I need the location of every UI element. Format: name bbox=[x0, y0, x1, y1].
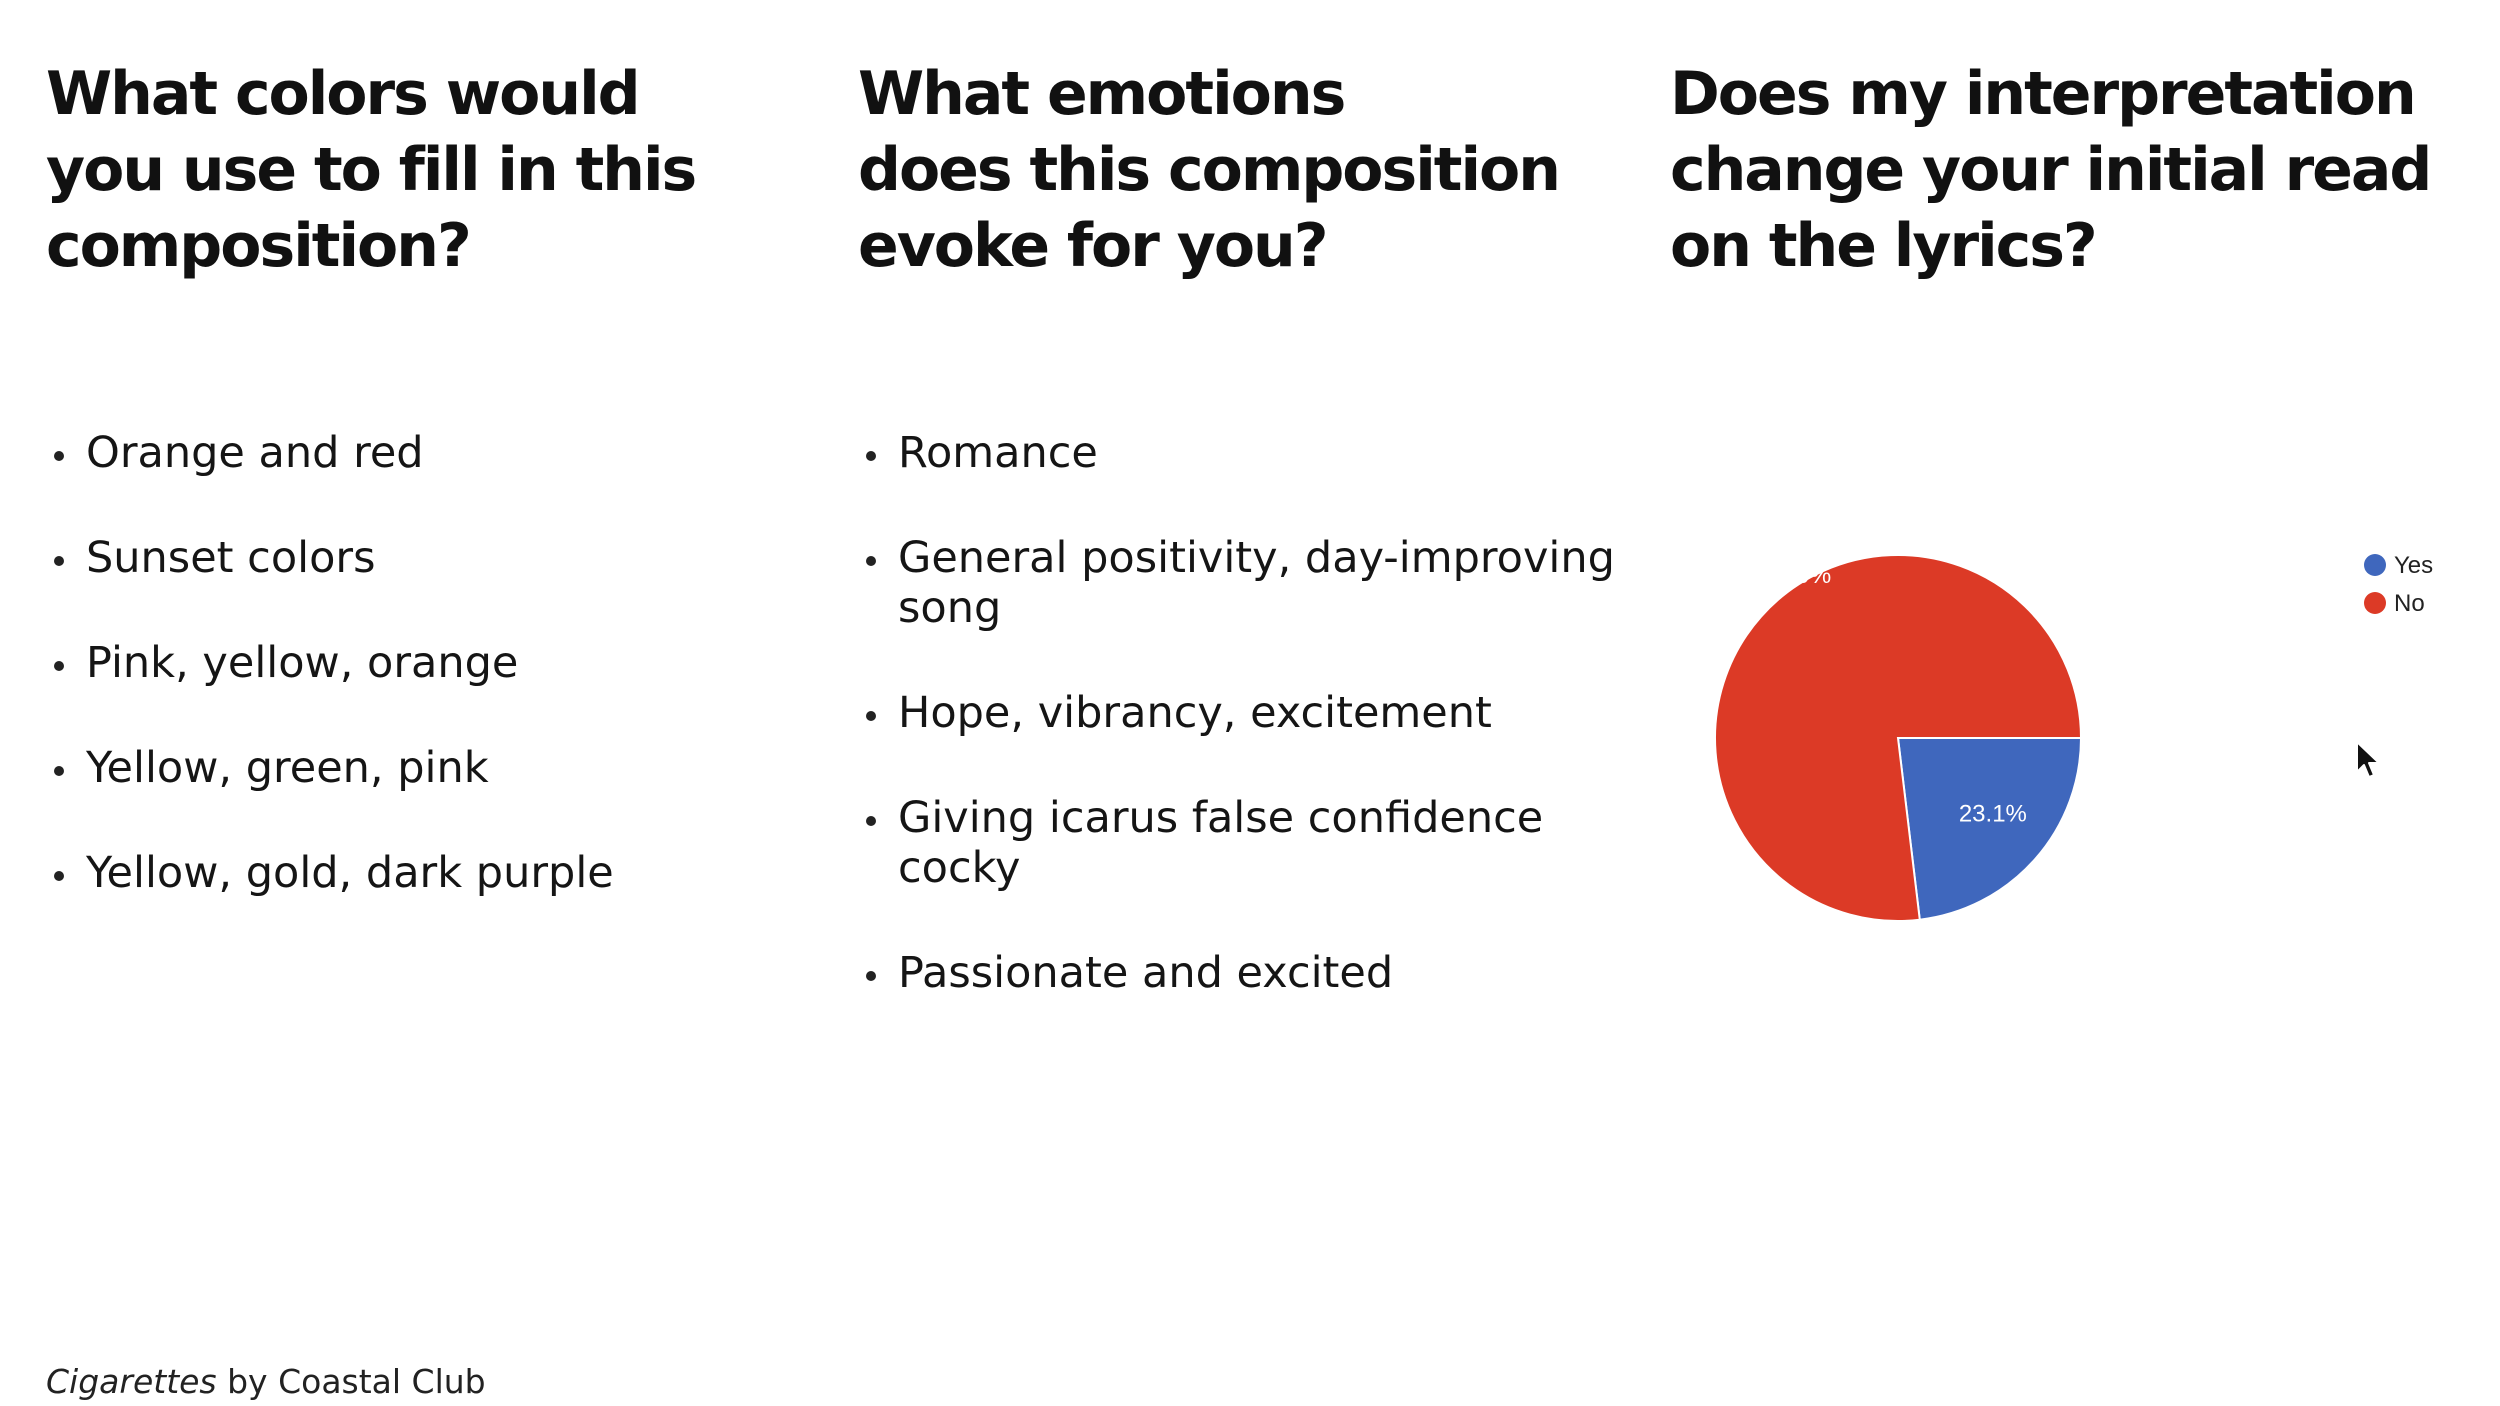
bullet-dot bbox=[54, 451, 64, 461]
bullet-text: Yellow, green, pink bbox=[86, 743, 489, 793]
bullet-text: Sunset colors bbox=[86, 533, 376, 583]
bullet-dot bbox=[866, 711, 876, 721]
pie-slice-no bbox=[1714, 554, 2083, 922]
list-item: Passionate and excited bbox=[858, 948, 1618, 998]
list-item: Romance bbox=[858, 428, 1618, 478]
bullet-text: Yellow, gold, dark purple bbox=[86, 848, 614, 898]
heading-interpretation: Does my interpretation change your initi… bbox=[1670, 59, 2432, 281]
bullet-dot bbox=[866, 971, 876, 981]
list-item: Hope, vibrancy, excitement bbox=[858, 688, 1618, 738]
legend-label-yes: Yes bbox=[2394, 552, 2433, 579]
bullet-text: General positivity, day-improving song bbox=[898, 533, 1615, 633]
list-item: Yellow, gold, dark purple bbox=[46, 848, 806, 898]
column-interpretation: Does my interpretation change your initi… bbox=[1670, 56, 2460, 284]
column-colors: What colors would you use to fill in thi… bbox=[46, 56, 806, 898]
legend-swatch-yes bbox=[2364, 554, 2386, 576]
legend-swatch-no bbox=[2364, 592, 2386, 614]
bullet-text: Romance bbox=[898, 428, 1098, 478]
pie-label-no: 76.9% bbox=[1763, 562, 1831, 589]
bullet-dot bbox=[866, 451, 876, 461]
bullet-dot bbox=[866, 556, 876, 566]
pie-slice-yes bbox=[1896, 737, 2083, 921]
bullet-dot bbox=[54, 556, 64, 566]
mouse-pointer-icon bbox=[2356, 741, 2380, 778]
bullet-text: Pink, yellow, orange bbox=[86, 638, 519, 688]
list-item: Giving icarus false confidence cocky bbox=[858, 793, 1618, 893]
bullet-text: Orange and red bbox=[86, 428, 424, 478]
song-title: Cigarettes bbox=[46, 1362, 217, 1401]
bullet-list-colors: Orange and red Sunset colors Pink, yello… bbox=[46, 428, 806, 953]
pie-label-yes: 23.1% bbox=[1959, 800, 2027, 827]
list-item: Yellow, green, pink bbox=[46, 743, 806, 793]
bullet-text: Giving icarus false confidence cocky bbox=[898, 793, 1544, 893]
legend-label-no: No bbox=[2394, 590, 2425, 617]
bullet-dot bbox=[54, 766, 64, 776]
pie-chart: 23.1% 76.9% Yes No bbox=[1714, 552, 2433, 922]
bullet-text: Hope, vibrancy, excitement bbox=[898, 688, 1492, 738]
artist-credit: by Coastal Club bbox=[216, 1362, 486, 1401]
column-emotions: What emotions does this composition evok… bbox=[858, 56, 1618, 998]
list-item: Pink, yellow, orange bbox=[46, 638, 806, 688]
bullet-dot bbox=[54, 661, 64, 671]
list-item: Orange and red bbox=[46, 428, 806, 478]
bullet-list-emotions: Romance General positivity, day-improvin… bbox=[858, 428, 1618, 1053]
list-item: General positivity, day-improving song bbox=[858, 533, 1618, 633]
heading-colors: What colors would you use to fill in thi… bbox=[46, 59, 697, 281]
list-item: Sunset colors bbox=[46, 533, 806, 583]
heading-emotions: What emotions does this composition evok… bbox=[858, 59, 1561, 281]
bullet-text: Passionate and excited bbox=[898, 948, 1394, 998]
footer-credit: Cigarettes by Coastal Club bbox=[46, 1362, 486, 1401]
bullet-dot bbox=[54, 871, 64, 881]
bullet-dot bbox=[866, 816, 876, 826]
